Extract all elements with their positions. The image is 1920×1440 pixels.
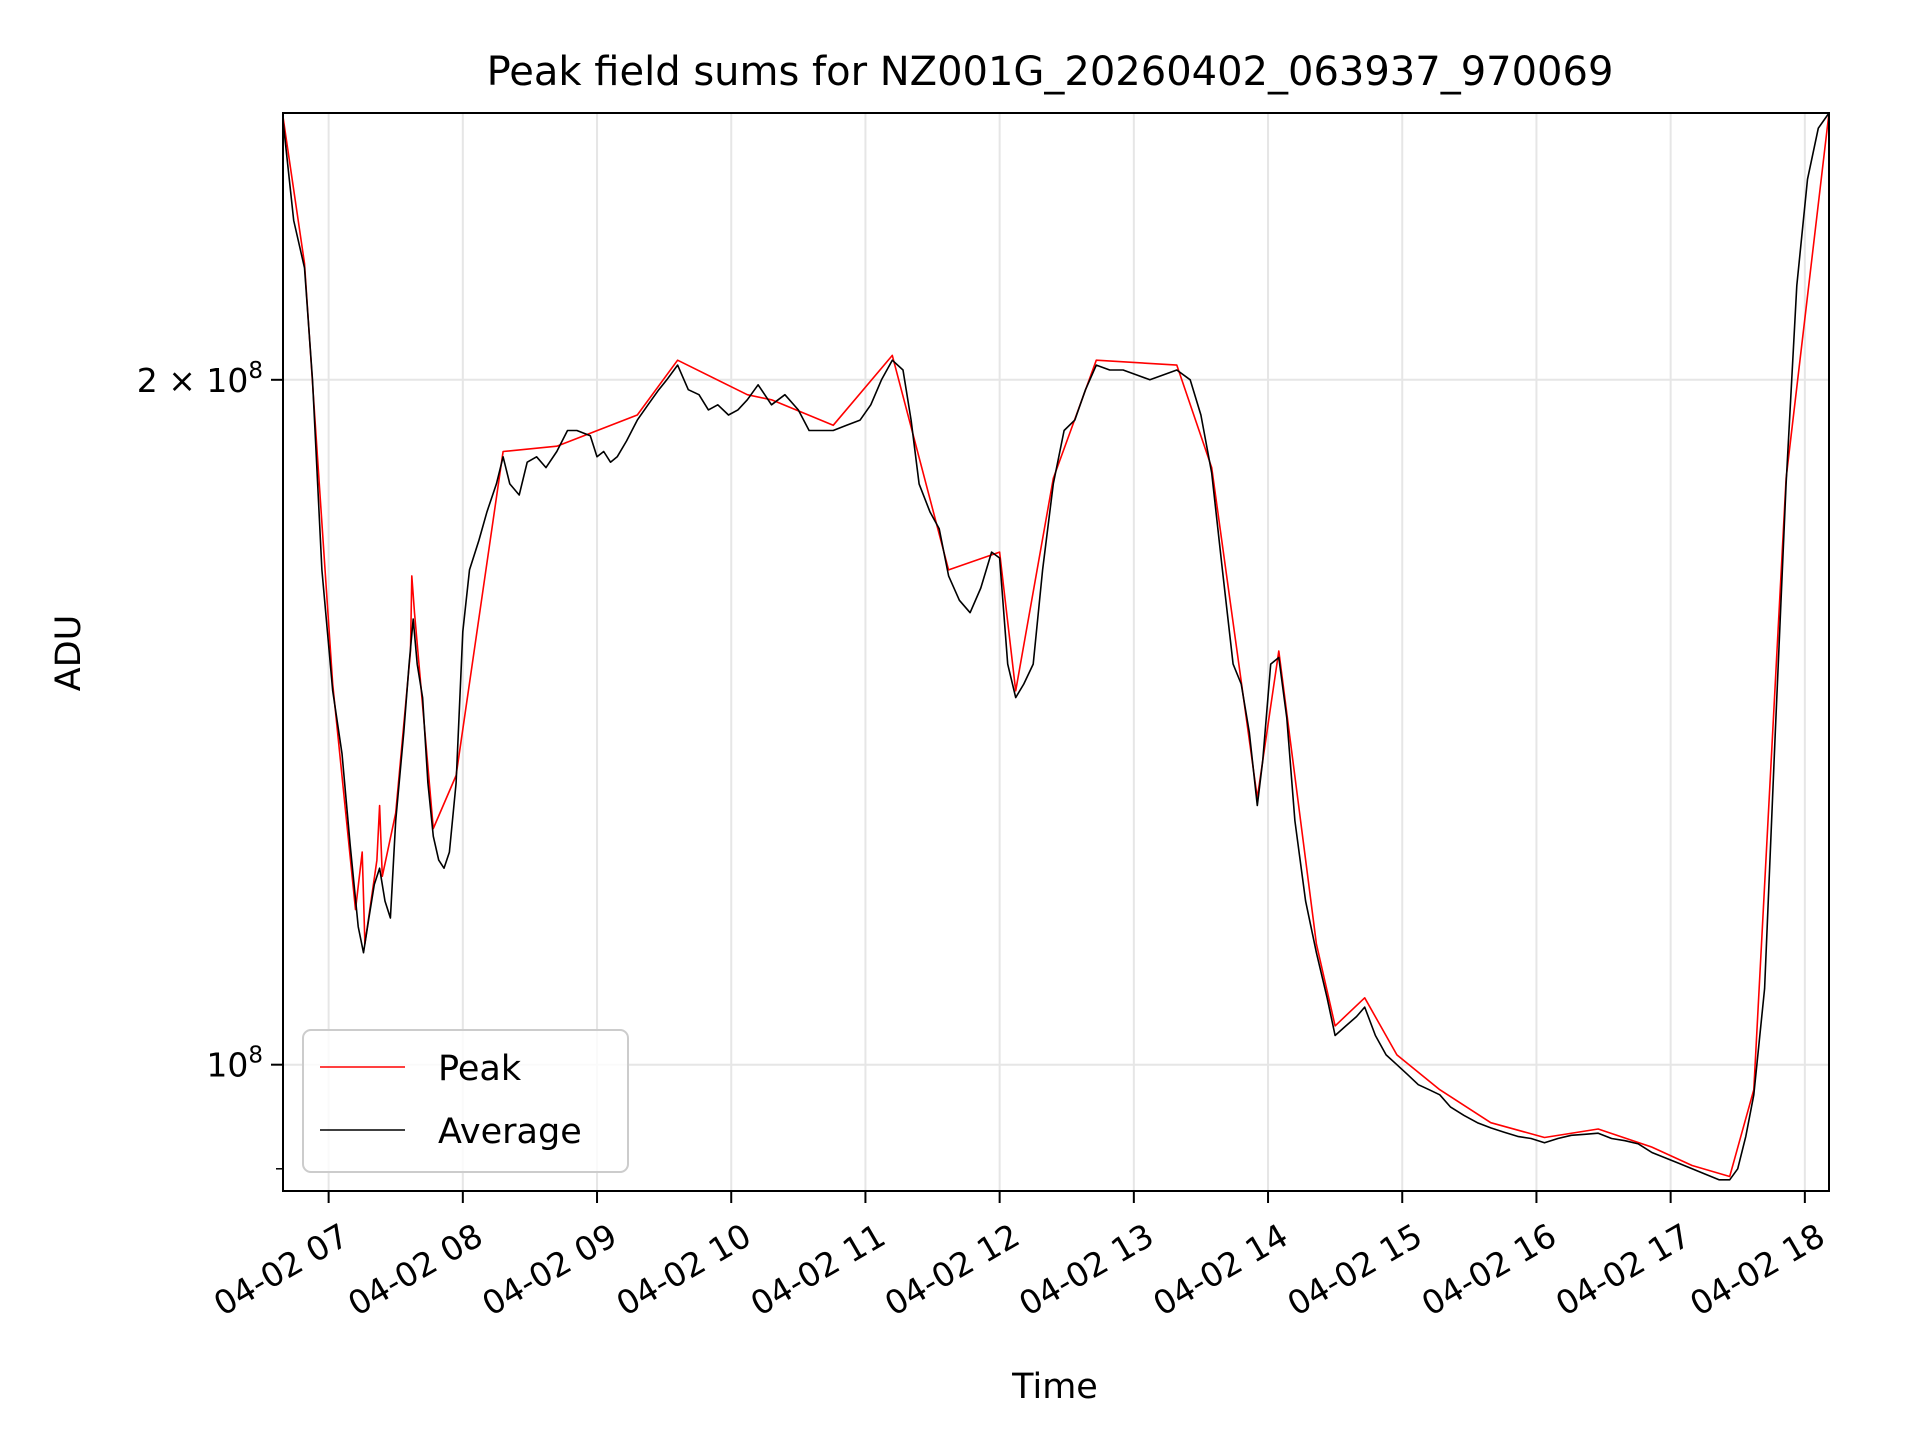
y-tick-label: 2 × 108 [137, 358, 263, 400]
series-line-average [282, 112, 1830, 1181]
y-tick-base: 10 [206, 1046, 248, 1085]
y-tick-exponent: 8 [248, 1043, 263, 1069]
y-tick-exponent: 8 [248, 358, 263, 384]
legend: Peak Average [302, 1029, 629, 1173]
legend-peak-label: Peak [438, 1049, 522, 1089]
legend-box [302, 1029, 629, 1173]
y-tick-base: 10 [206, 361, 248, 400]
x-axis-label: Time [1011, 1367, 1098, 1407]
chart-title: Peak field sums for NZ001G_20260402_0639… [487, 49, 1614, 95]
legend-average-label: Average [438, 1112, 582, 1152]
y-axis-label: ADU [49, 615, 89, 692]
plot-frame [282, 112, 1830, 1192]
series-line-peak [282, 112, 1830, 1178]
series-layer [282, 112, 1830, 1181]
grid-lines [283, 113, 1829, 1191]
y-tick-coefficient: 2 × [137, 361, 207, 400]
y-tick-label: 108 [206, 1043, 263, 1085]
